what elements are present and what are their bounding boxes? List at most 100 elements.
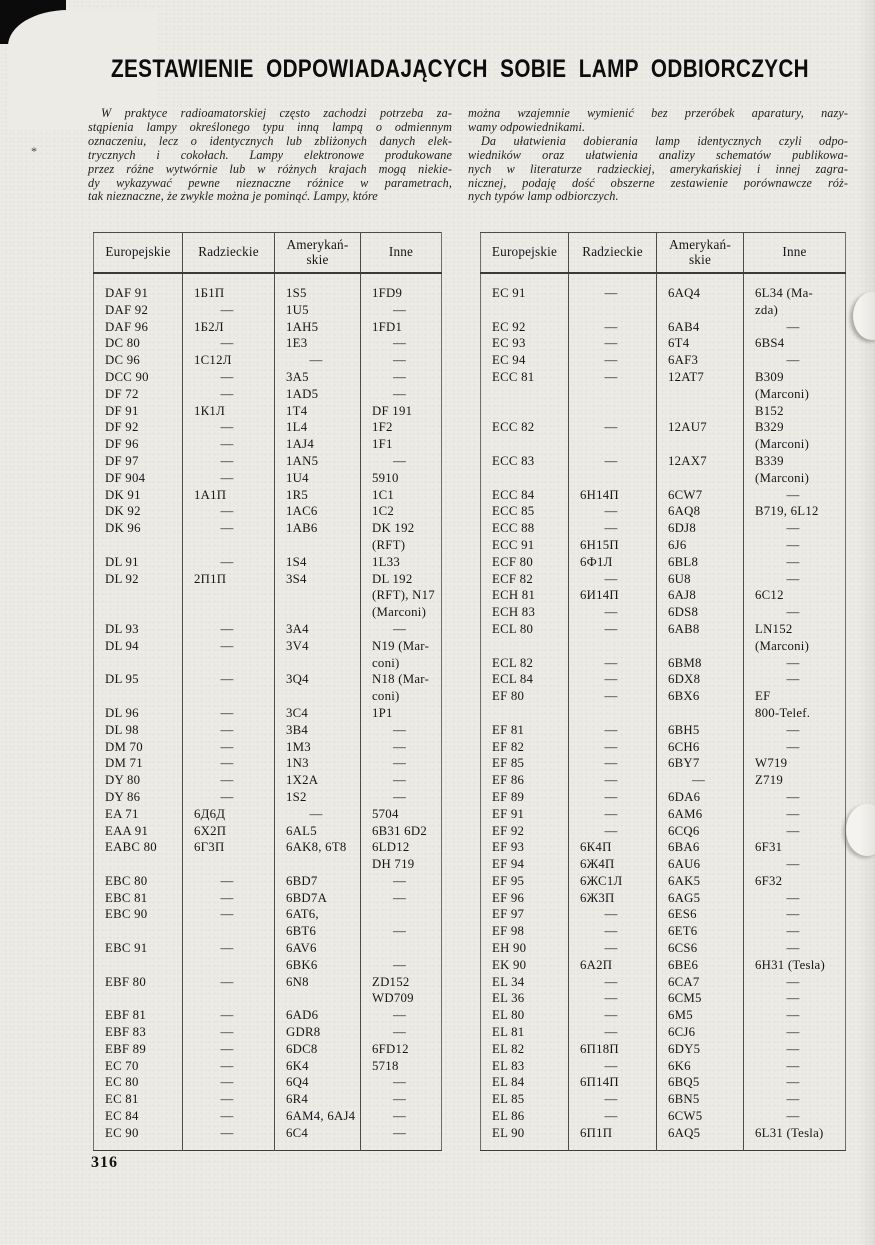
- cell: —: [182, 1007, 275, 1025]
- intro-paragraph: Da ułatwienia dobierania lamp identyczny…: [468, 134, 848, 205]
- cell: —: [182, 452, 275, 470]
- cell: —: [568, 923, 657, 941]
- cell: EF 81: [492, 722, 525, 737]
- cell: 6F32: [743, 872, 846, 890]
- cell: —: [360, 755, 442, 773]
- cell: —: [568, 688, 657, 722]
- cell: —: [182, 973, 275, 1008]
- table-row: DF 96 —1AJ4 1F1: [94, 436, 442, 453]
- cell: 1L33: [360, 553, 442, 571]
- cell: DL 93: [105, 621, 139, 636]
- cell: 6DJ8: [656, 520, 744, 537]
- cell: —: [360, 772, 442, 789]
- cell: 6BM8: [656, 654, 744, 672]
- cell: —: [182, 469, 275, 487]
- cell: EL 81: [492, 1025, 525, 1040]
- cell: 6FD12: [360, 1040, 442, 1058]
- table-row: EL 82 6П18П 6DY5—: [481, 1040, 846, 1058]
- cell: EF 89: [492, 789, 525, 804]
- intro-line: dy wykazywać pewne nieznaczne różnice w …: [88, 175, 452, 190]
- cell: EBF 80: [105, 974, 146, 989]
- cell: GDR8: [274, 1024, 361, 1041]
- cell: EBC 91: [105, 941, 148, 956]
- cell: 6AQ4: [656, 273, 744, 319]
- equivalence-table: Europejskie Radzieckie Amerykań- skie Inne D…: [93, 232, 442, 1151]
- table-row: EF 94 6Ж4П 6AU6—: [481, 856, 846, 873]
- table-row: EBC 80 —6BD7—: [94, 872, 442, 890]
- cell: 6П14П: [568, 1074, 657, 1092]
- cell: ECC 82: [492, 420, 535, 435]
- cell: 6CJ6: [656, 1024, 744, 1041]
- cell: 6AK8, 6T8: [274, 839, 361, 873]
- page-title: ZESTAWIENIE ODPOWIADAJĄCYCH SOBIE LAMP O…: [111, 54, 809, 83]
- intro-line: nych typów lamp odbiorczych.: [468, 189, 619, 204]
- cell: DY 86: [105, 789, 141, 804]
- cell: 6AM4, 6AJ4: [274, 1108, 361, 1125]
- cell: —: [182, 1040, 275, 1058]
- cell: 5718: [360, 1057, 442, 1075]
- cell: —: [360, 385, 442, 403]
- cell: —: [568, 570, 657, 588]
- cell: 6BN5: [656, 1091, 744, 1109]
- cell: N19 (Mar- coni): [360, 637, 442, 672]
- cell: 12AU7: [656, 419, 744, 453]
- cell: 6R4: [274, 1091, 361, 1109]
- cell: EBF 89: [105, 1041, 146, 1056]
- cell: —: [182, 1108, 275, 1125]
- intro-line: trycznych i cokołach. Lampy elektronowe …: [88, 147, 452, 162]
- cell: 1S2: [274, 788, 361, 806]
- cell: EC 81: [105, 1092, 139, 1107]
- table-row: ECC 84 6Н14П 6CW7—: [481, 486, 846, 504]
- cell: EF 93: [492, 840, 525, 855]
- cell: 1U5: [274, 301, 361, 319]
- cell: DC 96: [105, 353, 141, 368]
- cell: 6CA7: [656, 973, 744, 991]
- cell: 1N3: [274, 755, 361, 773]
- cell: EL 85: [492, 1092, 525, 1107]
- cell: 6Ф1Л: [568, 553, 657, 571]
- intro-left-column: W praktyce radioamatorskiej często zacho…: [88, 106, 452, 204]
- cell: EC 92: [492, 319, 526, 334]
- cell: 6DX8: [656, 671, 744, 689]
- cell: —: [182, 368, 275, 386]
- table-row: EBF 80 —6N8 ZD152 WD709: [94, 973, 442, 1008]
- table-row: ECC 85 —6AQ8 B719, 6L12: [481, 503, 846, 521]
- column-header: Amerykań- skie: [274, 232, 361, 274]
- cell: —: [182, 940, 275, 974]
- table-row: DAF 96 1Б2Л 1AH5 1FD1: [94, 318, 442, 336]
- cell: 6Q4: [274, 1074, 361, 1092]
- cell: —: [360, 452, 442, 470]
- cell: DL 91: [105, 554, 139, 569]
- cell: 6AF3: [656, 352, 744, 369]
- cell: 6AT6, 6BT6: [274, 906, 361, 941]
- table-row: DY 86 —1S2—: [94, 788, 442, 806]
- cell: 3S4: [274, 570, 361, 621]
- cell: —: [568, 671, 657, 689]
- cell: 2П1П: [182, 570, 275, 621]
- cell: 6L34 (Ma- zda): [743, 273, 846, 319]
- cell: —: [743, 318, 846, 336]
- table-row: EF 93 6К4П 6BA6 6F31: [481, 839, 846, 857]
- cell: —: [182, 335, 275, 353]
- cell: EBC 90: [105, 907, 148, 922]
- table-row: ECC 91 6Н15П 6J6—: [481, 536, 846, 554]
- cell: —: [568, 620, 657, 655]
- cell: 1F2: [360, 419, 442, 437]
- cell: 6LD12 DH 719: [360, 839, 442, 873]
- cell: —: [568, 368, 657, 420]
- cell: EC 70: [105, 1058, 139, 1073]
- cell: EC 91: [492, 286, 526, 300]
- cell: ECC 83: [492, 453, 535, 468]
- cell: DAF 91: [105, 286, 149, 300]
- cell: 1FD9: [360, 273, 442, 302]
- table-row: EABC 80 6Г3П 6AK8, 6T8 6LD12 DH 719: [94, 839, 442, 873]
- cell: 6А2П: [568, 956, 657, 974]
- cell: —: [568, 273, 657, 319]
- cell: ECC 81: [492, 369, 535, 384]
- cell: —: [743, 721, 846, 739]
- cell: 1C1: [360, 486, 442, 504]
- table-row: EF 95 6ЖС1Л 6AK5 6F32: [481, 872, 846, 890]
- cell: 6BQ5: [656, 1074, 744, 1092]
- cell: —: [743, 671, 846, 689]
- cell: —: [182, 503, 275, 521]
